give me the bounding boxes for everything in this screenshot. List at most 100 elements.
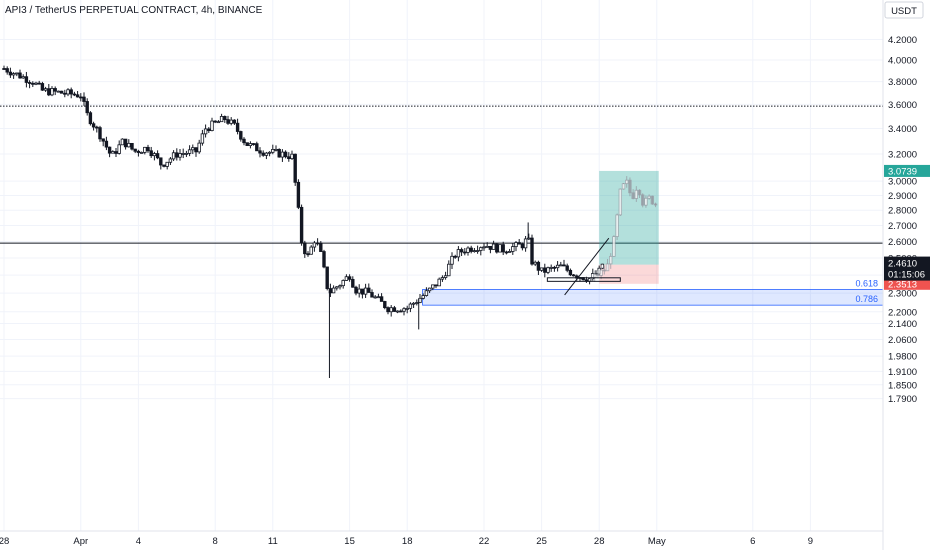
candle[interactable] [514,242,518,248]
candle[interactable] [309,246,313,255]
candle[interactable] [527,237,531,240]
candle[interactable] [107,146,112,154]
candle[interactable] [338,285,342,288]
candle[interactable] [98,127,102,140]
projected-candle[interactable] [650,195,655,205]
candle[interactable] [376,296,381,299]
candle[interactable] [171,152,176,160]
time-axis[interactable]: 28 Apr 4 8 11 15 18 22 25 28 May 6 9 [0,536,813,547]
candle[interactable] [101,138,105,142]
candle[interactable] [485,245,489,248]
candle[interactable] [34,82,38,85]
candle[interactable] [133,148,137,152]
candle[interactable] [235,122,240,132]
candle[interactable] [463,251,467,254]
range-box[interactable] [546,277,621,282]
candle[interactable] [319,242,323,252]
candle[interactable] [344,276,349,281]
candle[interactable] [450,255,454,265]
candle[interactable] [27,82,32,84]
candle[interactable] [562,264,566,267]
candle[interactable] [373,296,377,299]
projected-candle[interactable] [609,255,613,265]
candle[interactable] [258,150,262,154]
projected-candle[interactable] [602,269,607,272]
projected-candle[interactable] [647,195,651,199]
candle[interactable] [568,269,573,276]
projected-candle[interactable] [621,183,626,190]
candle[interactable] [405,307,409,310]
candle[interactable] [53,88,57,92]
candle[interactable] [434,284,438,287]
candle[interactable] [536,261,541,271]
candle[interactable] [114,151,118,154]
candle[interactable] [303,242,307,255]
candle[interactable] [123,138,128,148]
candle[interactable] [31,82,35,85]
candle[interactable] [277,148,281,158]
candle[interactable] [357,288,361,294]
candle[interactable] [386,307,390,313]
candle[interactable] [91,123,96,128]
candle[interactable] [43,88,48,91]
candle[interactable] [139,151,144,154]
candle[interactable] [111,151,115,154]
projected-candle[interactable] [605,263,610,272]
projected-candle[interactable] [593,273,597,278]
candle[interactable] [248,143,253,146]
candle[interactable] [130,142,134,150]
candle[interactable] [207,128,211,131]
candle[interactable] [88,112,93,125]
candle[interactable] [271,149,275,153]
candle[interactable] [239,131,243,140]
candle[interactable] [475,250,480,252]
candle[interactable] [251,143,256,145]
candle[interactable] [127,142,131,148]
candle[interactable] [229,119,233,124]
candle[interactable] [37,82,41,85]
candle[interactable] [194,147,198,153]
candle[interactable] [431,284,435,289]
candle[interactable] [504,251,509,254]
candle[interactable] [5,68,9,73]
candle[interactable] [495,243,499,253]
candle[interactable] [351,278,355,288]
candle[interactable] [549,266,553,269]
candle[interactable] [555,264,560,269]
candle[interactable] [488,245,493,250]
candle[interactable] [491,243,496,250]
candle[interactable] [543,267,547,273]
candle[interactable] [232,119,237,124]
candle[interactable] [152,153,157,157]
candle[interactable] [168,158,173,163]
projected-candle[interactable] [628,179,632,194]
projected-candle[interactable] [612,236,616,257]
candle[interactable] [437,278,441,287]
candle[interactable] [424,290,429,296]
candle[interactable] [143,146,147,153]
candle[interactable] [155,153,160,159]
candle[interactable] [459,249,464,253]
candle[interactable] [453,255,457,258]
candle[interactable] [379,296,384,302]
candle[interactable] [18,72,22,79]
candle[interactable] [162,164,166,167]
candle[interactable] [219,116,224,123]
candle[interactable] [149,150,153,157]
candle[interactable] [184,152,189,155]
candle[interactable] [59,90,64,94]
candle[interactable] [24,76,29,83]
candle[interactable] [571,274,576,277]
candle[interactable] [181,153,185,155]
candle[interactable] [296,181,301,208]
candle[interactable] [347,276,352,280]
candle[interactable] [136,150,141,153]
candle[interactable] [187,149,192,154]
candle[interactable] [402,308,406,312]
projected-candle[interactable] [625,179,629,185]
candle[interactable] [146,146,150,152]
candle[interactable] [104,140,109,148]
candle[interactable] [482,246,486,249]
candle[interactable] [203,128,208,135]
candle[interactable] [175,152,179,158]
